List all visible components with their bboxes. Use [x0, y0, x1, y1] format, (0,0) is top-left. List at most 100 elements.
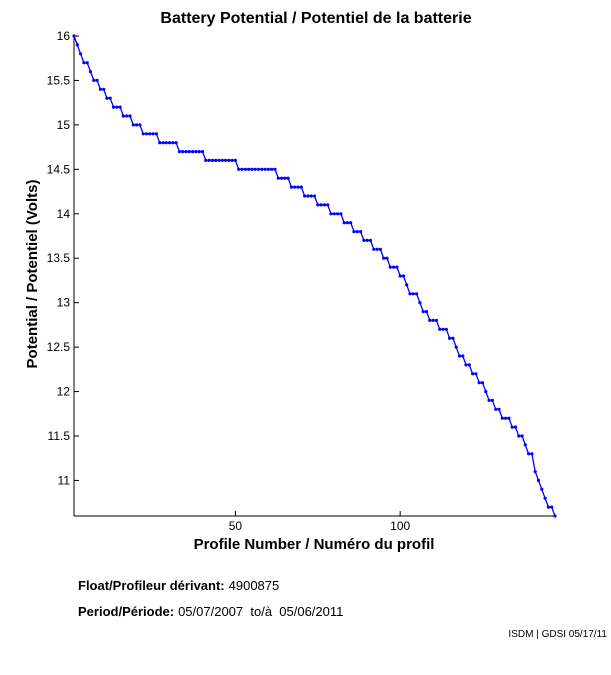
- data-point: [207, 158, 211, 162]
- data-point: [345, 221, 349, 225]
- data-point: [286, 176, 290, 180]
- data-point: [191, 150, 195, 154]
- data-point: [507, 416, 511, 420]
- data-point: [115, 105, 119, 109]
- data-point: [355, 230, 359, 234]
- data-point: [546, 505, 551, 509]
- axes: [73, 36, 555, 517]
- data-point: [75, 43, 79, 47]
- data-point: [79, 52, 83, 56]
- data-point: [289, 185, 293, 189]
- x-tick-label: 50: [229, 519, 243, 533]
- data-point: [368, 238, 373, 242]
- data-point: [494, 407, 498, 411]
- data-point: [88, 70, 93, 74]
- data-point: [536, 478, 541, 482]
- data-point: [174, 141, 178, 145]
- data-point: [230, 158, 234, 162]
- float-value: 4900875: [228, 578, 280, 593]
- data-point: [444, 327, 448, 331]
- data-point: [247, 167, 251, 171]
- chart-title: Battery Potential / Potentiel de la batt…: [160, 10, 471, 27]
- data-point: [510, 425, 514, 429]
- data-point: [448, 336, 452, 340]
- data-point: [316, 203, 320, 207]
- series-line: [73, 35, 556, 517]
- data-point: [329, 212, 333, 216]
- data-point: [303, 194, 307, 198]
- data-point: [121, 114, 125, 118]
- data-point: [484, 390, 488, 394]
- data-point: [158, 141, 162, 145]
- data-point: [362, 238, 366, 242]
- data-point: [517, 434, 521, 438]
- y-axis-label: Potential / Potentiel (Volts): [24, 180, 41, 369]
- data-point: [273, 167, 277, 171]
- data-point: [95, 78, 99, 82]
- data-point: [487, 398, 491, 402]
- data-point: [125, 114, 129, 118]
- float-info: Float/Profileur dérivant: 4900875: [78, 578, 279, 593]
- data-point: [434, 318, 438, 322]
- y-ticks: 11 11.5 12 12.5 13 13.5 14 14.5 15 15.5 16: [47, 29, 79, 487]
- data-point: [441, 327, 445, 331]
- data-point: [332, 212, 336, 216]
- data-point: [375, 247, 379, 251]
- data-point: [523, 443, 527, 447]
- data-point: [504, 416, 508, 420]
- data-point: [293, 185, 297, 189]
- period-value: 05/07/2007 to/à 05/06/2011: [178, 604, 344, 619]
- data-point: [131, 123, 135, 127]
- data-point: [141, 132, 145, 136]
- data-point: [378, 247, 382, 251]
- data-point: [322, 203, 326, 207]
- data-point: [151, 132, 155, 136]
- data-point: [283, 176, 287, 180]
- data-point: [312, 194, 317, 198]
- data-point: [118, 105, 122, 109]
- data-point: [177, 150, 181, 154]
- data-point: [184, 150, 188, 154]
- data-point: [82, 61, 86, 65]
- data-point: [260, 167, 264, 171]
- data-point: [405, 283, 409, 287]
- data-point: [227, 158, 231, 162]
- x-tick-label: 100: [390, 519, 410, 533]
- data-point: [451, 336, 455, 340]
- data-point: [392, 265, 396, 269]
- data-point: [154, 132, 158, 136]
- x-axis-label: Profile Number / Numéro du profil: [194, 536, 435, 553]
- data-point: [253, 167, 257, 171]
- y-tick-label: 15.5: [47, 73, 71, 87]
- data-point: [527, 452, 531, 456]
- data-point: [210, 158, 214, 162]
- data-point: [233, 158, 237, 162]
- data-point: [359, 230, 363, 234]
- data-point: [339, 212, 343, 216]
- y-tick-label: 11: [58, 473, 71, 487]
- y-tick-label: 16: [57, 29, 71, 43]
- data-point: [540, 487, 544, 491]
- data-point: [520, 434, 524, 438]
- data-point: [457, 354, 462, 358]
- data-point: [513, 425, 518, 429]
- data-point: [342, 221, 346, 225]
- data-point: [319, 203, 323, 207]
- data-point: [533, 470, 537, 474]
- data-point: [401, 274, 406, 278]
- data-point: [204, 158, 208, 162]
- data-point: [256, 167, 261, 171]
- data-point: [382, 256, 386, 260]
- data-point: [398, 274, 402, 278]
- data-point: [497, 407, 501, 411]
- data-point: [336, 212, 340, 216]
- y-tick-label: 11.5: [48, 429, 71, 443]
- data-point: [280, 176, 284, 180]
- data-point: [438, 327, 442, 331]
- period-label: Period/Période:: [78, 604, 175, 619]
- data-point: [467, 363, 471, 367]
- data-point: [550, 505, 554, 509]
- data-point: [474, 372, 478, 376]
- data-point: [237, 167, 241, 171]
